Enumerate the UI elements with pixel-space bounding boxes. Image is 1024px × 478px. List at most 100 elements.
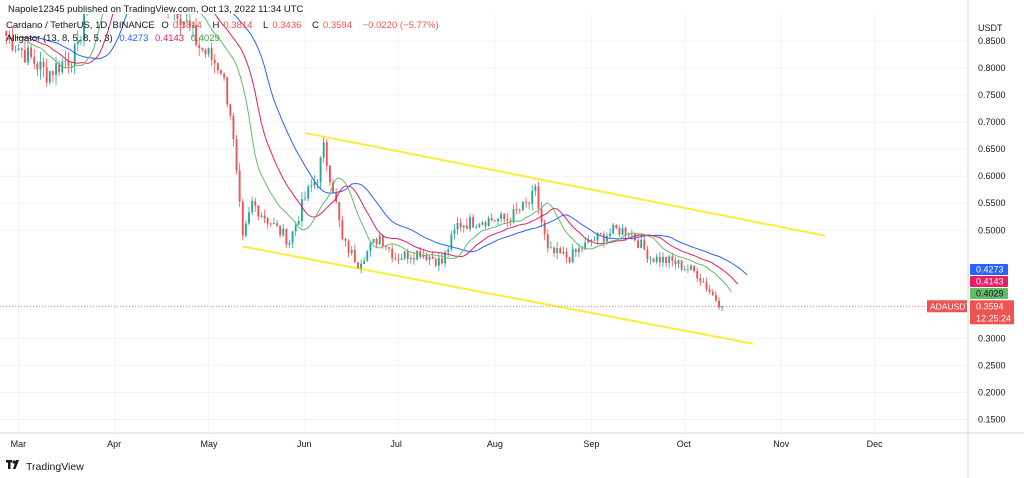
candle-body [565, 251, 568, 258]
candle-body [416, 251, 419, 260]
candle-body [481, 222, 484, 225]
candle-body [649, 258, 652, 260]
candle-body [400, 258, 403, 260]
candle-body [475, 226, 478, 228]
candle-body [332, 182, 334, 193]
candle-body [207, 48, 210, 54]
candle-body [266, 218, 269, 224]
candle-body [33, 56, 36, 64]
candle-body [366, 250, 369, 261]
candle-body [67, 60, 70, 66]
candle-body [185, 20, 188, 22]
candle-body [285, 228, 288, 245]
candle-body [23, 50, 26, 63]
indicator-tag-text: 0.4273 [976, 265, 1004, 275]
x-tick-label: Dec [867, 439, 884, 449]
candle-body [263, 215, 266, 219]
candle-body [375, 238, 378, 245]
candle-body [229, 104, 232, 116]
high-label: H [212, 20, 220, 31]
candle-body [325, 142, 328, 166]
candle-body [213, 59, 216, 64]
candle-body [612, 225, 615, 234]
candle-body [220, 70, 222, 74]
candle-body [500, 213, 503, 219]
close-value: 0.3594 [322, 20, 352, 31]
candle-body [627, 234, 630, 236]
candle-body [272, 223, 275, 225]
candle-body [714, 295, 717, 301]
candle-body [36, 63, 39, 70]
symbol-tag-text: ADAUSDT [930, 301, 971, 311]
open-value: 0.3814 [172, 20, 202, 31]
y-tick-label: 0.3000 [978, 333, 1006, 343]
candle-body [64, 60, 67, 62]
candle-body [441, 258, 443, 264]
candle-body [556, 248, 559, 253]
y-tick-label: 0.2500 [978, 360, 1006, 370]
candle-body [385, 245, 387, 248]
candle-body [721, 306, 724, 308]
candle-body [549, 247, 552, 249]
candle-body [5, 31, 8, 36]
x-tick-label: Sep [583, 439, 599, 449]
candle-body [615, 225, 618, 229]
candle-body [201, 47, 204, 50]
candle-body [658, 256, 661, 263]
trend-channel [242, 131, 826, 345]
candle-body [188, 20, 191, 27]
candle-body [235, 138, 238, 171]
candle-body [372, 238, 375, 244]
candle-body [425, 254, 428, 260]
candle-body [696, 271, 699, 279]
candle-body [48, 71, 51, 83]
candle-body [525, 201, 527, 203]
y-tick-label: 0.6500 [978, 144, 1006, 154]
x-tick-label: Mar [11, 439, 27, 449]
candle-body [378, 235, 381, 245]
candle-body [341, 220, 344, 239]
candle-body [307, 186, 310, 199]
candle-body [279, 225, 282, 235]
candle-body [76, 41, 79, 45]
candle-body [537, 186, 540, 209]
legend-symbol[interactable]: Cardano / TetherUS, 1D, BINANCE [6, 20, 155, 31]
candle-body [618, 228, 621, 235]
candle-body [260, 215, 263, 217]
candle-body [690, 265, 692, 270]
y-tick-label: 0.7000 [978, 117, 1006, 127]
candle-body [599, 233, 602, 235]
candle-body [394, 258, 397, 260]
indicator-tag-text: 0.4029 [976, 289, 1004, 299]
candle-body [562, 251, 565, 254]
candle-body [192, 25, 194, 27]
candle-body [73, 44, 76, 67]
candle-body [705, 282, 708, 290]
candle-body [42, 61, 45, 68]
candle-body [347, 240, 350, 254]
candle-body [238, 170, 241, 202]
legend-change: −0.0220 (−5.77%) [362, 20, 439, 31]
candle-body [472, 216, 475, 228]
candle-body [512, 209, 515, 223]
candle-body [328, 165, 331, 183]
candle-body [606, 236, 608, 242]
candle-body [79, 39, 82, 42]
alligator-lips-line [15, 14, 732, 293]
legend-indicator[interactable]: Alligator (13, 8, 5, 8, 5, 3) [6, 33, 113, 44]
candle-body [300, 199, 303, 221]
candle-body [711, 291, 714, 296]
candle-body [313, 182, 316, 186]
candle-body [621, 227, 624, 235]
candle-body [503, 213, 506, 220]
footer-brand-label: TradingView [26, 460, 84, 473]
candlestick-series [5, 14, 724, 312]
candle-body [216, 63, 219, 71]
price-tag-bg [970, 300, 1014, 325]
candle-body [248, 212, 250, 224]
legend-close: C 0.3594 [312, 20, 356, 31]
candle-body [450, 234, 453, 250]
footer-brand[interactable]: TradingView [6, 460, 84, 473]
